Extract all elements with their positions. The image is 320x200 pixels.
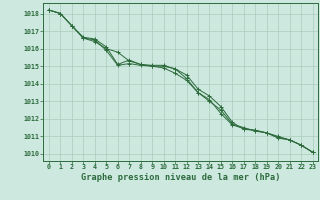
X-axis label: Graphe pression niveau de la mer (hPa): Graphe pression niveau de la mer (hPa) — [81, 173, 281, 182]
